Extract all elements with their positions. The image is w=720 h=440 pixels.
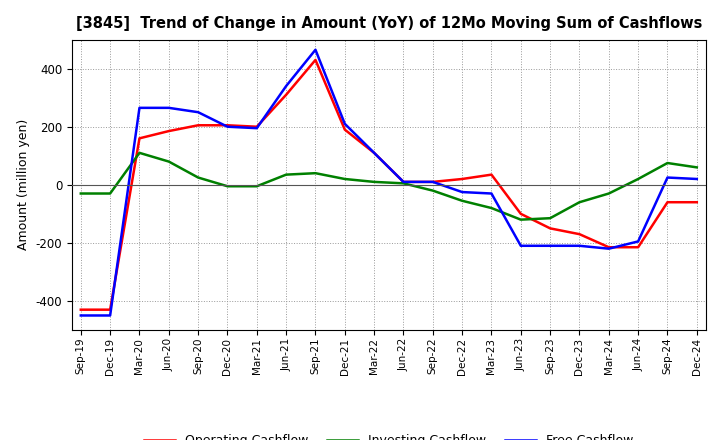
Free Cashflow — [106, 313, 114, 318]
Investing Cashflow — [487, 205, 496, 211]
Operating Cashflow — [135, 136, 144, 141]
Investing Cashflow — [516, 217, 525, 222]
Free Cashflow — [223, 124, 232, 129]
Line: Operating Cashflow: Operating Cashflow — [81, 60, 697, 310]
Operating Cashflow — [399, 179, 408, 184]
Operating Cashflow — [164, 128, 173, 134]
Investing Cashflow — [135, 150, 144, 155]
Y-axis label: Amount (million yen): Amount (million yen) — [17, 119, 30, 250]
Free Cashflow — [282, 84, 290, 89]
Operating Cashflow — [458, 176, 467, 182]
Free Cashflow — [253, 125, 261, 131]
Investing Cashflow — [428, 188, 437, 193]
Free Cashflow — [663, 175, 672, 180]
Investing Cashflow — [370, 179, 379, 184]
Free Cashflow — [428, 179, 437, 184]
Free Cashflow — [634, 239, 642, 244]
Free Cashflow — [575, 243, 584, 249]
Investing Cashflow — [76, 191, 85, 196]
Operating Cashflow — [370, 150, 379, 155]
Investing Cashflow — [693, 165, 701, 170]
Free Cashflow — [370, 150, 379, 155]
Line: Investing Cashflow: Investing Cashflow — [81, 153, 697, 220]
Free Cashflow — [458, 189, 467, 194]
Operating Cashflow — [663, 200, 672, 205]
Operating Cashflow — [223, 123, 232, 128]
Investing Cashflow — [605, 191, 613, 196]
Investing Cashflow — [458, 198, 467, 203]
Investing Cashflow — [311, 171, 320, 176]
Operating Cashflow — [282, 92, 290, 97]
Operating Cashflow — [76, 307, 85, 312]
Operating Cashflow — [634, 245, 642, 250]
Investing Cashflow — [282, 172, 290, 177]
Investing Cashflow — [575, 200, 584, 205]
Investing Cashflow — [341, 176, 349, 182]
Operating Cashflow — [194, 123, 202, 128]
Free Cashflow — [546, 243, 554, 249]
Operating Cashflow — [341, 127, 349, 132]
Free Cashflow — [487, 191, 496, 196]
Investing Cashflow — [223, 183, 232, 189]
Free Cashflow — [135, 105, 144, 110]
Operating Cashflow — [605, 245, 613, 250]
Free Cashflow — [399, 179, 408, 184]
Investing Cashflow — [634, 176, 642, 182]
Free Cashflow — [605, 246, 613, 251]
Investing Cashflow — [399, 181, 408, 186]
Title: [3845]  Trend of Change in Amount (YoY) of 12Mo Moving Sum of Cashflows: [3845] Trend of Change in Amount (YoY) o… — [76, 16, 702, 32]
Legend: Operating Cashflow, Investing Cashflow, Free Cashflow: Operating Cashflow, Investing Cashflow, … — [139, 429, 639, 440]
Operating Cashflow — [428, 179, 437, 184]
Operating Cashflow — [546, 226, 554, 231]
Operating Cashflow — [693, 200, 701, 205]
Investing Cashflow — [663, 160, 672, 165]
Free Cashflow — [194, 110, 202, 115]
Free Cashflow — [516, 243, 525, 249]
Investing Cashflow — [194, 175, 202, 180]
Investing Cashflow — [546, 216, 554, 221]
Operating Cashflow — [487, 172, 496, 177]
Free Cashflow — [164, 105, 173, 110]
Free Cashflow — [693, 176, 701, 182]
Operating Cashflow — [106, 307, 114, 312]
Free Cashflow — [311, 47, 320, 52]
Free Cashflow — [341, 121, 349, 126]
Operating Cashflow — [253, 124, 261, 129]
Line: Free Cashflow: Free Cashflow — [81, 50, 697, 315]
Operating Cashflow — [516, 211, 525, 216]
Free Cashflow — [76, 313, 85, 318]
Investing Cashflow — [164, 159, 173, 164]
Operating Cashflow — [575, 231, 584, 237]
Investing Cashflow — [106, 191, 114, 196]
Operating Cashflow — [311, 57, 320, 62]
Investing Cashflow — [253, 183, 261, 189]
